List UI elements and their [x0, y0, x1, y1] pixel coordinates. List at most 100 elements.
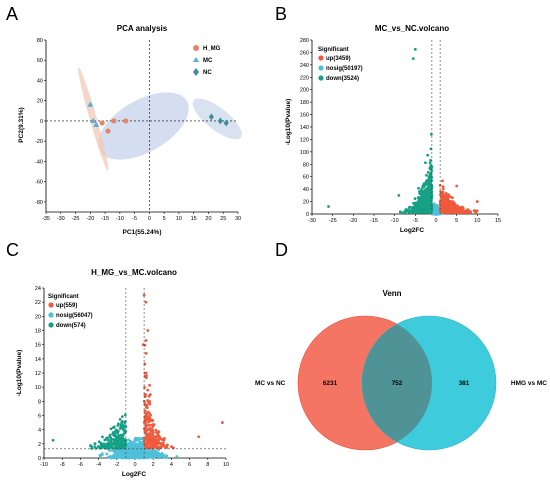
volcano-point [429, 180, 432, 184]
volcano-c-legend-title: Significant [48, 294, 79, 300]
volcano-point [116, 455, 119, 459]
legend-dot-down [318, 75, 324, 81]
volcano-point [93, 445, 97, 449]
volcano-point [133, 453, 137, 457]
pca-point-nc [208, 113, 215, 121]
volcano-point [116, 453, 120, 457]
y-tick-label: 2 [38, 442, 41, 448]
volcano-point [166, 443, 169, 447]
volcano-point [51, 438, 55, 442]
volcano-point [118, 418, 122, 421]
y-tick-label: 18 [35, 329, 41, 335]
volcano-point [146, 388, 150, 392]
x-tick-label: -25 [72, 216, 80, 222]
volcano-point [404, 211, 408, 214]
volcano-point [101, 435, 104, 439]
volcano-point [117, 437, 121, 441]
y-tick-label: 120 [300, 137, 309, 143]
volcano-point [151, 433, 154, 437]
x-tick-label: 10 [176, 216, 182, 222]
volcano-point [161, 441, 165, 445]
volcano-point [469, 210, 473, 214]
volcano-point [144, 433, 148, 436]
volcano-point [140, 441, 144, 445]
volcano-point [426, 153, 430, 157]
panel-letter-a: A [6, 4, 18, 24]
volcano-point [430, 206, 434, 210]
y-tick-label: 6 [38, 414, 41, 420]
volcano-point [145, 374, 148, 378]
volcano-point [120, 420, 124, 423]
y-tick-label: 20 [37, 99, 43, 105]
volcano-point [116, 424, 120, 427]
legend-dot-down [48, 322, 54, 328]
volcano-point [424, 193, 428, 197]
volcano-point [112, 425, 116, 429]
panel-a: A PCA analysis -35 -30 -25 -20 -15 -10 -5 0 5 10 1… [6, 4, 242, 236]
volcano-point [123, 454, 127, 458]
pca-title: PCA analysis [117, 24, 168, 33]
volcano-point [121, 442, 124, 446]
volcano-point [427, 184, 431, 187]
volcano-point [108, 444, 112, 448]
volcano-point [461, 209, 465, 213]
volcano-point [423, 161, 427, 165]
x-tick-label: 25 [220, 216, 226, 222]
volcano-point [397, 193, 401, 197]
y-tick-label: 8 [38, 399, 41, 405]
volcano-point [144, 438, 148, 441]
volcano-point [417, 210, 421, 214]
volcano-point [116, 431, 120, 435]
legend-dot-nosig [48, 312, 54, 318]
volcano-point [427, 208, 431, 212]
volcano-point [146, 411, 149, 415]
x-tick-label: 0 [434, 218, 437, 224]
volcano-point [458, 206, 462, 209]
legend-label-down: down(3524) [326, 76, 359, 82]
legend-label-up: up(3459) [326, 56, 351, 62]
volcano-point [160, 452, 164, 455]
volcano-point [144, 339, 148, 342]
y-tick-label: -20 [35, 139, 43, 145]
venn-set-label-left: MC vs NC [255, 380, 286, 387]
y-tick-label: 14 [35, 357, 41, 363]
volcano-point [149, 446, 153, 449]
volcano-point [147, 401, 150, 404]
volcano-point [445, 200, 449, 203]
volcano-point [429, 200, 433, 204]
pca-point-hmg [123, 118, 129, 124]
volcano-point [427, 199, 431, 203]
pca-point-nc [223, 119, 229, 127]
volcano-point [422, 209, 426, 213]
pca-point-hmg [99, 120, 105, 126]
x-tick-label: -2 [114, 462, 119, 468]
y-tick-label: 20 [35, 314, 41, 320]
pca-legend: H_MG MC NC [193, 45, 221, 76]
volcano-point [427, 186, 431, 190]
volcano-point [152, 443, 155, 446]
volcano-point [109, 456, 113, 460]
volcano-point [135, 438, 138, 442]
volcano-point [123, 429, 127, 433]
venn-count-overlap: 752 [392, 380, 403, 387]
volcano-point [419, 208, 423, 211]
legend-dot-up [318, 55, 324, 61]
volcano-point [151, 423, 155, 426]
volcano-point [427, 211, 431, 214]
volcano-point [425, 187, 428, 191]
volcano-point [429, 158, 432, 162]
x-tick-label: -20 [86, 216, 94, 222]
volcano-point [142, 421, 146, 424]
volcano-point [103, 438, 107, 442]
y-tick-label: 60 [37, 58, 43, 64]
volcano-point [441, 185, 445, 189]
volcano-point [146, 415, 150, 419]
legend-label-up: up(559) [56, 303, 77, 309]
legend-label-nosig: nosig(50197) [326, 66, 363, 72]
volcano-point [147, 418, 151, 422]
legend-label-nosig: nosig(56047) [56, 313, 93, 319]
volcano-point [122, 424, 126, 427]
x-tick-label: 5 [455, 218, 458, 224]
y-tick-label: 40 [37, 78, 43, 84]
volcano-point [129, 454, 132, 457]
